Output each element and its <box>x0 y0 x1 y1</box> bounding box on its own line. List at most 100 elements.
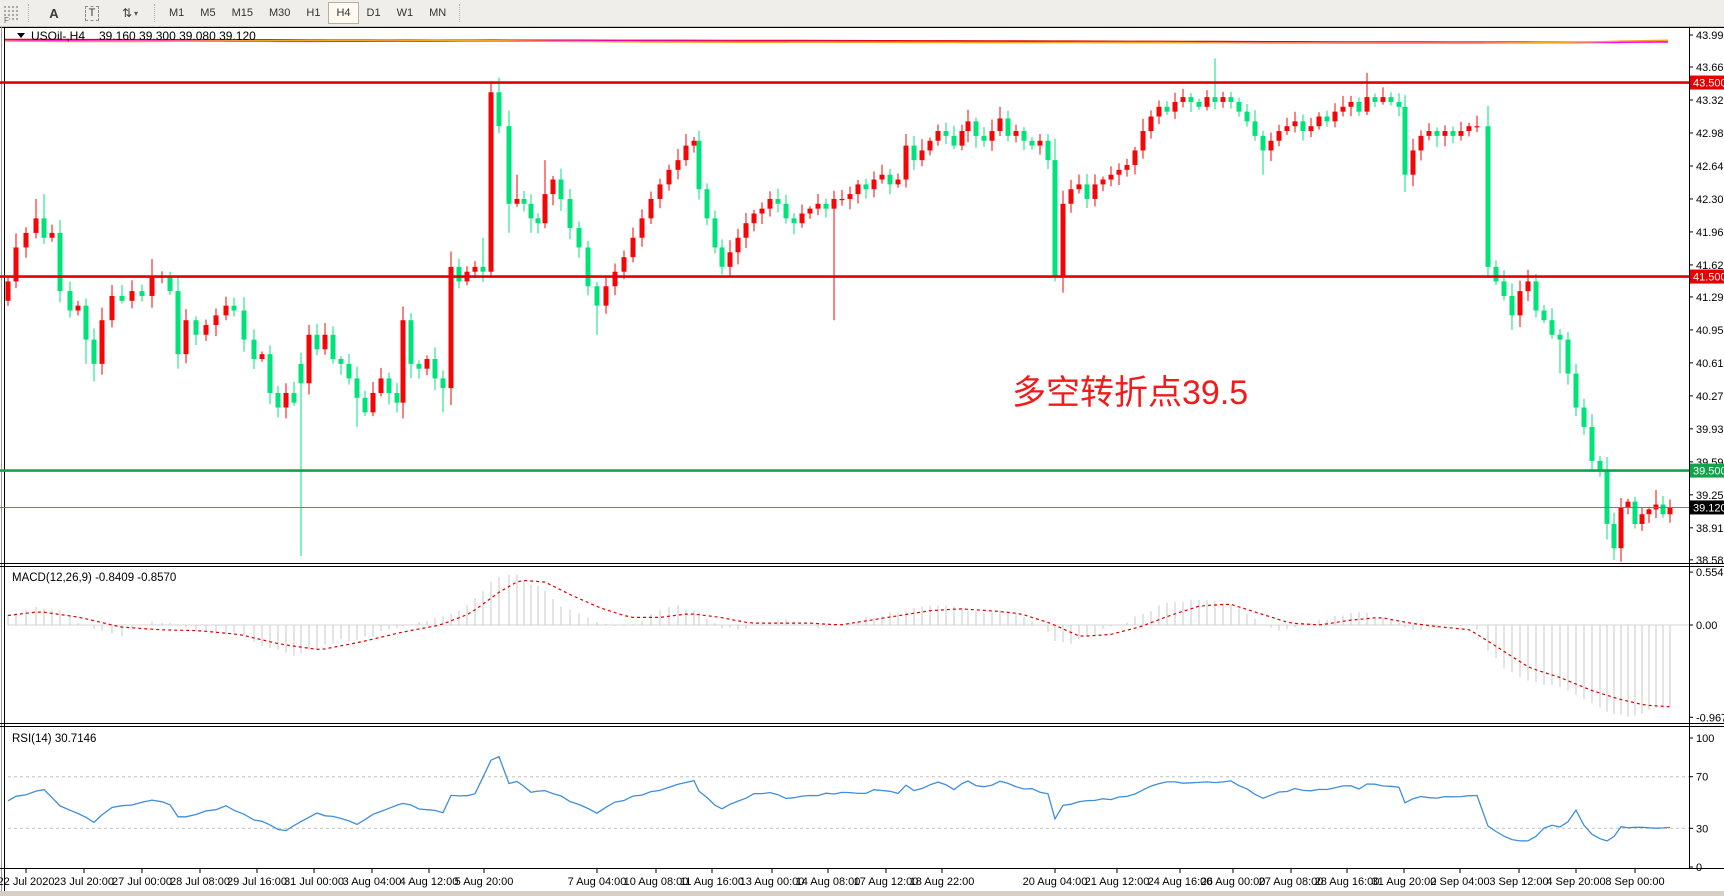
arrows-icon: ⇅ <box>121 6 133 20</box>
price-tick-label: 41.960 <box>1696 227 1724 239</box>
time-tick-label: 2 Sep 04:00 <box>1430 876 1489 888</box>
toolbar-separator <box>154 4 156 22</box>
price-tick-label: 39.250 <box>1696 490 1724 502</box>
price-tick-label: 38.580 <box>1696 555 1724 567</box>
symbol-period-label: USOil-,H4 <box>31 29 85 43</box>
price-tick-label: 43.320 <box>1696 95 1724 107</box>
macd-indicator-label: MACD(12,26,9) -0.8409 -0.8570 <box>12 572 176 584</box>
price-axis: 43.990 43.660 43.320 42.980 42.640 42.300 41.9… <box>0 28 1724 874</box>
rsi-tick-label: 0 <box>1696 862 1702 874</box>
label-a-icon: A <box>49 5 59 21</box>
time-tick-label: 10 Aug 08:00 <box>624 876 689 888</box>
time-tick-label: 14 Aug 08:00 <box>796 876 861 888</box>
horizontal-levels-layer[interactable] <box>0 81 1689 472</box>
macd-tick-label: 0.00 <box>1696 620 1717 632</box>
timeframe-button-M30[interactable]: M30 <box>268 7 291 19</box>
price-tick-label: 40.950 <box>1696 325 1724 337</box>
time-tick-label: 28 Jul 08:00 <box>170 876 230 888</box>
time-tick-label: 18 Aug 22:00 <box>910 876 975 888</box>
arrows-tool-button[interactable]: ⇅ ▾ <box>112 2 148 24</box>
toolbar-handle-label: F <box>4 16 9 25</box>
price-badge-41.500: 41.500 <box>1693 272 1724 284</box>
price-tick-label: 38.910 <box>1696 523 1724 535</box>
price-tick-label: 41.290 <box>1696 292 1724 304</box>
price-tick-label: 40.270 <box>1696 391 1724 403</box>
timeframe-button-M5[interactable]: M5 <box>200 7 216 19</box>
rsi-tick-label: 100 <box>1696 733 1714 745</box>
price-tick-label: 40.610 <box>1696 358 1724 370</box>
macd-signal-line <box>7 579 1671 708</box>
price-badge-39.120: 39.120 <box>1693 502 1724 514</box>
price-badge-39.500: 39.500 <box>1693 466 1724 478</box>
time-tick-label: 31 Jul 00:00 <box>284 876 344 888</box>
time-tick-label: 27 Aug 08:00 <box>1259 876 1324 888</box>
time-tick-label: 3 Aug 04:00 <box>343 876 402 888</box>
time-tick-label: 7 Aug 04:00 <box>568 876 627 888</box>
symbol-dropdown-icon[interactable] <box>17 33 25 38</box>
time-tick-label: 8 Sep 00:00 <box>1605 876 1664 888</box>
toolbar-drag-handle[interactable]: F <box>3 5 19 25</box>
time-tick-label: 29 Jul 16:00 <box>227 876 287 888</box>
rsi-tick-label: 70 <box>1696 772 1708 784</box>
time-tick-label: 27 Jul 00:00 <box>112 876 172 888</box>
time-tick-label: 28 Aug 16:00 <box>1315 876 1380 888</box>
price-tick-label: 42.300 <box>1696 194 1724 206</box>
candles-layer <box>5 58 1673 562</box>
main-price-panel <box>0 38 1689 562</box>
ohlc-quote-label: 39.160 39.300 39.080 39.120 <box>99 29 256 43</box>
timeframe-button-W1[interactable]: W1 <box>396 7 414 19</box>
timeframe-button-MN[interactable]: MN <box>429 7 447 19</box>
price-axis-badges: 43.500 41.500 39.500 39.120 <box>1690 75 1724 515</box>
label-a-tool-button[interactable]: A <box>36 2 72 24</box>
price-tick-label: 39.930 <box>1696 424 1724 436</box>
price-tick-label: 41.620 <box>1696 260 1724 272</box>
time-tick-label: 31 Aug 20:00 <box>1372 876 1437 888</box>
time-tick-label: 21 Aug 12:00 <box>1085 876 1150 888</box>
timeframe-button-H1[interactable]: H1 <box>306 7 321 19</box>
time-tick-label: 24 Aug 16:00 <box>1148 876 1213 888</box>
text-box-icon: T <box>84 5 100 21</box>
chart-title: USOil-,H4 39.160 39.300 39.080 39.120 <box>17 29 256 43</box>
ma-orange-line <box>5 39 1668 44</box>
macd-tick-label: 0.5546 <box>1696 567 1724 579</box>
time-tick-label: 22 Jul 2020 <box>0 876 54 888</box>
macd-tick-label: -0.9672 <box>1696 712 1724 724</box>
rsi-indicator-label: RSI(14) 30.7146 <box>12 733 96 745</box>
chart-toolbar: F A T ⇅ ▾ M1 M5 M15 M30 H1 H4 D1 W1 MN <box>0 0 1724 27</box>
price-badge-43.500: 43.500 <box>1693 78 1724 90</box>
price-tick-label: 43.660 <box>1696 62 1724 74</box>
time-tick-label: 20 Aug 04:00 <box>1023 876 1088 888</box>
chevron-down-icon: ▾ <box>134 8 139 18</box>
rsi-tick-label: 30 <box>1696 823 1708 835</box>
chart-frame <box>0 27 1724 896</box>
toolbar-separator <box>28 4 30 22</box>
toolbar-separator <box>459 4 461 22</box>
time-tick-label: 23 Jul 20:00 <box>54 876 114 888</box>
timeframe-button-M1[interactable]: M1 <box>169 7 185 19</box>
time-tick-label: 5 Aug 20:00 <box>455 876 514 888</box>
time-tick-label: 11 Aug 16:00 <box>680 876 744 888</box>
time-tick-label: 3 Sep 12:00 <box>1489 876 1548 888</box>
timeframe-button-H4[interactable]: H4 <box>328 2 359 24</box>
price-tick-label: 43.990 <box>1696 30 1724 42</box>
rsi-panel <box>0 723 1724 842</box>
macd-panel <box>0 563 1724 717</box>
time-tick-label: 4 Sep 20:00 <box>1546 876 1605 888</box>
time-tick-label: 26 Aug 00:00 <box>1201 876 1266 888</box>
timeframe-button-M15[interactable]: M15 <box>231 7 253 19</box>
rsi-line <box>7 755 1671 842</box>
pivot-annotation-text: 多空转折点39.5 <box>1012 374 1248 412</box>
time-tick-label: 4 Aug 12:00 <box>400 876 459 888</box>
time-tick-label: 13 Aug 00:00 <box>740 876 805 888</box>
time-tick-label: 17 Aug 12:00 <box>854 876 919 888</box>
timeframe-button-group: M1 M5 M15 M30 H1 H4 D1 W1 MN <box>161 2 454 24</box>
chart-generated-layers: 43.990 43.660 43.320 42.980 42.640 42.300 41.9… <box>0 27 1724 896</box>
price-tick-label: 42.980 <box>1696 128 1724 140</box>
macd-histogram-layer <box>7 574 1671 717</box>
price-tick-label: 42.640 <box>1696 161 1724 173</box>
timeframe-button-D1[interactable]: D1 <box>366 7 381 19</box>
text-box-tool-button[interactable]: T <box>74 2 110 24</box>
